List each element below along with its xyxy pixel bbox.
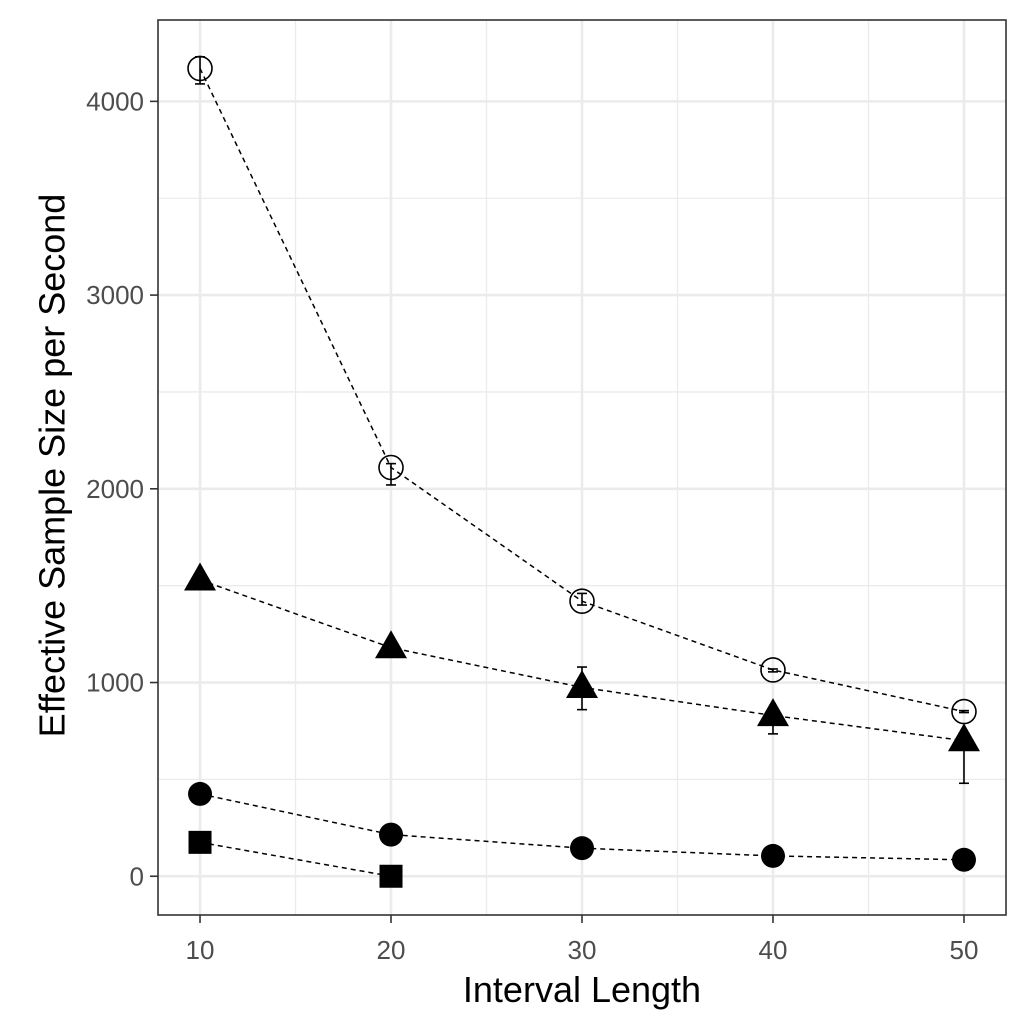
x-tick-label: 10: [186, 935, 215, 965]
series-line: [199, 793, 964, 861]
x-tick-label: 20: [377, 935, 406, 965]
series-open-circle: [187, 55, 977, 725]
x-tick-label: 40: [759, 935, 788, 965]
point-filled-circle: [570, 836, 594, 861]
grid: [158, 20, 1006, 915]
point-filled-triangle: [566, 670, 598, 699]
point-filled-triangle: [756, 698, 789, 727]
point-open-circle: [187, 55, 213, 82]
series-filled-square: [188, 830, 403, 888]
point-filled-square: [188, 830, 212, 854]
point-filled-square: [379, 864, 403, 888]
series-filled-triangle: [184, 562, 980, 785]
y-tick-label: 2000: [86, 474, 144, 504]
axis-ticks: 10 20 30 40 50 0 1000 2000 3000 4000: [86, 86, 978, 965]
point-filled-circle: [951, 847, 976, 872]
point-open-circle: [378, 454, 404, 481]
x-tick-label: 50: [950, 935, 979, 965]
point-filled-circle: [760, 843, 785, 868]
point-open-circle: [569, 588, 595, 614]
y-axis-title: Effective Sample Size per Second: [32, 194, 73, 738]
y-tick-label: 0: [130, 861, 144, 891]
point-filled-triangle: [947, 723, 980, 752]
y-tick-label: 3000: [86, 280, 144, 310]
x-axis-title: Interval Length: [463, 969, 701, 1010]
series: [184, 55, 980, 888]
point-filled-triangle: [375, 630, 408, 659]
point-filled-circle: [188, 781, 213, 806]
point-filled-triangle: [184, 562, 217, 591]
y-tick-label: 4000: [86, 86, 144, 116]
point-open-circle: [760, 657, 786, 683]
point-filled-circle: [379, 822, 404, 847]
y-tick-label: 1000: [86, 668, 144, 698]
series-filled-circle: [188, 781, 976, 872]
x-tick-label: 30: [568, 935, 597, 965]
